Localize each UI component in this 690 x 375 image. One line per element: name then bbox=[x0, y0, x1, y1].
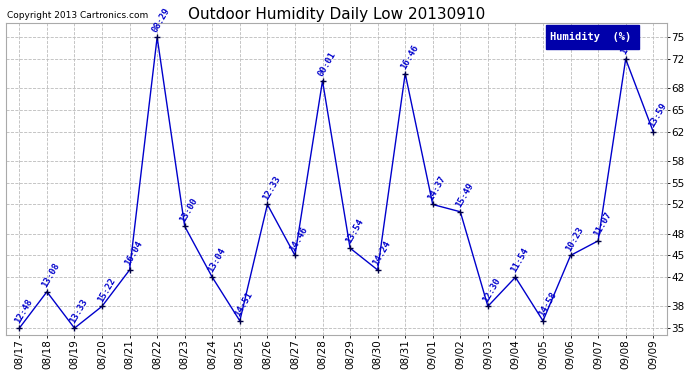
Text: 12:30: 12:30 bbox=[482, 276, 503, 303]
Text: 00:01: 00:01 bbox=[316, 50, 337, 78]
Text: 13:08: 13:08 bbox=[41, 261, 61, 289]
Text: Humidity  (%): Humidity (%) bbox=[550, 32, 631, 42]
Text: 13:00: 13:00 bbox=[178, 196, 199, 223]
Text: 10:23: 10:23 bbox=[564, 225, 585, 253]
Text: 14:37: 14:37 bbox=[426, 174, 448, 202]
Text: 16:46: 16:46 bbox=[399, 43, 420, 71]
Text: 12:33: 12:33 bbox=[261, 174, 282, 202]
Text: 16:55: 16:55 bbox=[620, 28, 640, 56]
Text: 13:59: 13:59 bbox=[647, 101, 668, 129]
Text: 11:07: 11:07 bbox=[592, 210, 613, 238]
Text: 14:51: 14:51 bbox=[233, 290, 255, 318]
Text: 11:54: 11:54 bbox=[509, 247, 531, 274]
Text: 15:49: 15:49 bbox=[454, 181, 475, 209]
Text: 08:29: 08:29 bbox=[150, 7, 172, 34]
Text: 12:48: 12:48 bbox=[13, 298, 34, 326]
Text: 14:46: 14:46 bbox=[288, 225, 310, 253]
Text: 14:58: 14:58 bbox=[537, 290, 558, 318]
Text: 16:04: 16:04 bbox=[124, 239, 144, 267]
Title: Outdoor Humidity Daily Low 20130910: Outdoor Humidity Daily Low 20130910 bbox=[188, 6, 485, 21]
Text: Copyright 2013 Cartronics.com: Copyright 2013 Cartronics.com bbox=[7, 11, 148, 20]
Text: 14:24: 14:24 bbox=[371, 239, 393, 267]
Text: 13:54: 13:54 bbox=[344, 217, 365, 245]
Text: 13:04: 13:04 bbox=[206, 247, 227, 274]
Text: 15:22: 15:22 bbox=[96, 276, 117, 303]
Text: 13:33: 13:33 bbox=[68, 298, 89, 326]
